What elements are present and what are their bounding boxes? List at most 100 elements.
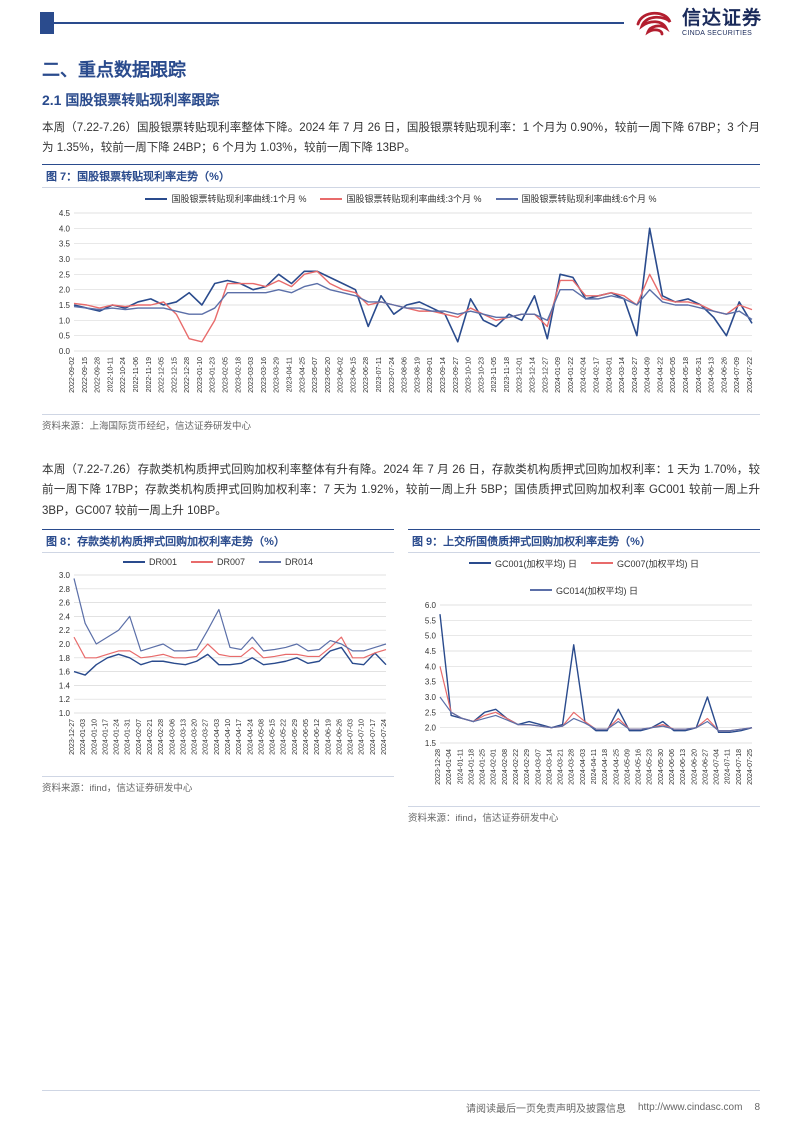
svg-text:2024-07-09: 2024-07-09 bbox=[734, 357, 741, 393]
svg-text:2024-03-27: 2024-03-27 bbox=[203, 719, 210, 755]
legend-swatch bbox=[320, 198, 342, 200]
svg-text:2023-12-27: 2023-12-27 bbox=[69, 719, 76, 755]
fig9-legend: GC001(加权平均) 日GC007(加权平均) 日GC014(加权平均) 日 bbox=[408, 557, 760, 597]
legend-label: DR014 bbox=[285, 557, 313, 567]
fig8-chart: DR001DR007DR014 1.01.21.41.61.82.02.22.4… bbox=[42, 553, 394, 776]
fig8-title: 图 8：存款类机构质押式回购加权利率走势（%） bbox=[42, 529, 394, 553]
fig7-svg: 0.00.51.01.52.02.53.03.54.04.52022-09-02… bbox=[42, 207, 758, 407]
svg-text:2024-05-05: 2024-05-05 bbox=[670, 357, 677, 393]
svg-text:2023-07-11: 2023-07-11 bbox=[376, 357, 383, 392]
svg-text:2024-04-25: 2024-04-25 bbox=[613, 749, 620, 785]
svg-text:2024-04-09: 2024-04-09 bbox=[645, 357, 652, 393]
svg-text:2024-07-17: 2024-07-17 bbox=[370, 719, 377, 755]
svg-text:2024-01-24: 2024-01-24 bbox=[114, 719, 121, 755]
svg-text:2024-01-18: 2024-01-18 bbox=[468, 749, 475, 785]
svg-text:2022-09-15: 2022-09-15 bbox=[82, 357, 89, 393]
svg-text:2024-06-20: 2024-06-20 bbox=[691, 749, 698, 785]
legend-swatch bbox=[591, 562, 613, 564]
svg-text:2.5: 2.5 bbox=[425, 708, 437, 717]
svg-text:2022-12-05: 2022-12-05 bbox=[159, 357, 166, 393]
svg-text:4.5: 4.5 bbox=[425, 647, 437, 656]
legend-label: GC001(加权平均) 日 bbox=[495, 557, 577, 570]
fig7-legend: 国股银票转贴现利率曲线:1个月 %国股银票转贴现利率曲线:3个月 %国股银票转贴… bbox=[42, 192, 760, 205]
svg-text:2024-02-17: 2024-02-17 bbox=[593, 357, 600, 393]
svg-text:2022-09-02: 2022-09-02 bbox=[69, 357, 76, 393]
svg-text:2023-03-29: 2023-03-29 bbox=[274, 357, 281, 393]
brand-logo: 信达证券 CINDA SECURITIES bbox=[632, 8, 762, 38]
svg-text:2023-01-10: 2023-01-10 bbox=[197, 357, 204, 393]
svg-text:2024-01-17: 2024-01-17 bbox=[102, 719, 109, 755]
svg-text:2023-12-14: 2023-12-14 bbox=[530, 357, 537, 393]
legend-swatch bbox=[145, 198, 167, 200]
svg-text:2024-02-22: 2024-02-22 bbox=[513, 749, 520, 785]
svg-text:2024-07-10: 2024-07-10 bbox=[359, 719, 366, 755]
logo-text-cn: 信达证券 bbox=[682, 9, 762, 30]
svg-text:2024-05-18: 2024-05-18 bbox=[683, 357, 690, 393]
svg-text:2024-07-11: 2024-07-11 bbox=[725, 749, 732, 784]
svg-text:2.0: 2.0 bbox=[425, 723, 437, 732]
svg-text:2024-02-28: 2024-02-28 bbox=[158, 719, 165, 755]
legend-label: 国股银票转贴现利率曲线:3个月 % bbox=[346, 192, 481, 205]
svg-text:2023-10-23: 2023-10-23 bbox=[478, 357, 485, 393]
svg-text:2022-10-11: 2022-10-11 bbox=[107, 357, 114, 392]
svg-text:2022-09-28: 2022-09-28 bbox=[95, 357, 102, 393]
svg-text:2023-09-27: 2023-09-27 bbox=[453, 357, 460, 393]
svg-text:2023-01-23: 2023-01-23 bbox=[210, 357, 217, 393]
legend-label: DR007 bbox=[217, 557, 245, 567]
paragraph-1: 本周（7.22-7.26）国股银票转贴现利率整体下降。2024 年 7 月 26… bbox=[42, 118, 760, 158]
svg-text:2024-04-03: 2024-04-03 bbox=[580, 749, 587, 785]
svg-text:2024-03-14: 2024-03-14 bbox=[546, 749, 553, 785]
svg-text:2024-04-22: 2024-04-22 bbox=[657, 357, 664, 393]
footer-url: http://www.cindasc.com bbox=[638, 1102, 742, 1113]
fig9-title: 图 9：上交所国债质押式回购加权利率走势（%） bbox=[408, 529, 760, 553]
legend-item: DR001 bbox=[123, 557, 177, 567]
svg-text:1.6: 1.6 bbox=[59, 667, 71, 676]
fig9-svg: 1.52.02.53.03.54.04.55.05.56.02023-12-28… bbox=[408, 599, 758, 799]
svg-text:2.5: 2.5 bbox=[59, 271, 71, 280]
legend-swatch bbox=[496, 198, 518, 200]
svg-text:2024-01-10: 2024-01-10 bbox=[91, 719, 98, 755]
svg-text:2.4: 2.4 bbox=[59, 612, 71, 621]
svg-text:2024-04-10: 2024-04-10 bbox=[225, 719, 232, 755]
svg-text:2024-03-27: 2024-03-27 bbox=[632, 357, 639, 393]
svg-text:2023-12-28: 2023-12-28 bbox=[435, 749, 442, 785]
svg-text:2023-02-18: 2023-02-18 bbox=[235, 357, 242, 393]
legend-item: DR014 bbox=[259, 557, 313, 567]
svg-text:2024-05-23: 2024-05-23 bbox=[647, 749, 654, 785]
svg-text:2024-02-08: 2024-02-08 bbox=[502, 749, 509, 785]
legend-swatch bbox=[469, 562, 491, 564]
header-accent-block bbox=[40, 12, 54, 34]
legend-label: 国股银票转贴现利率曲线:6个月 % bbox=[522, 192, 657, 205]
svg-text:2024-05-30: 2024-05-30 bbox=[658, 749, 665, 785]
svg-text:2024-01-03: 2024-01-03 bbox=[80, 719, 87, 755]
legend-swatch bbox=[123, 561, 145, 563]
svg-text:2024-07-25: 2024-07-25 bbox=[747, 749, 754, 785]
svg-text:2024-06-27: 2024-06-27 bbox=[702, 749, 709, 785]
page-footer: 请阅读最后一页免责声明及披露信息 http://www.cindasc.com … bbox=[42, 1100, 760, 1115]
legend-swatch bbox=[530, 589, 552, 591]
svg-text:2024-05-08: 2024-05-08 bbox=[258, 719, 265, 755]
svg-text:4.0: 4.0 bbox=[59, 225, 71, 234]
fig9-chart: GC001(加权平均) 日GC007(加权平均) 日GC014(加权平均) 日 … bbox=[408, 553, 760, 806]
svg-text:2024-04-24: 2024-04-24 bbox=[247, 719, 254, 755]
logo-swirl-icon bbox=[632, 8, 676, 38]
footer-page-number: 8 bbox=[754, 1102, 760, 1113]
svg-text:2024-03-28: 2024-03-28 bbox=[569, 749, 576, 785]
svg-text:2024-06-05: 2024-06-05 bbox=[303, 719, 310, 755]
svg-text:1.5: 1.5 bbox=[59, 301, 71, 310]
svg-text:3.0: 3.0 bbox=[59, 571, 71, 580]
svg-text:2023-11-05: 2023-11-05 bbox=[491, 357, 498, 392]
svg-text:3.5: 3.5 bbox=[425, 677, 437, 686]
svg-text:2023-12-01: 2023-12-01 bbox=[517, 357, 524, 393]
svg-text:1.5: 1.5 bbox=[425, 739, 437, 748]
svg-text:2024-01-09: 2024-01-09 bbox=[555, 357, 562, 393]
legend-item: 国股银票转贴现利率曲线:6个月 % bbox=[496, 192, 657, 205]
page-header: 信达证券 CINDA SECURITIES bbox=[0, 0, 802, 42]
svg-text:2024-04-17: 2024-04-17 bbox=[236, 719, 243, 755]
svg-text:2022-11-19: 2022-11-19 bbox=[146, 357, 153, 392]
svg-text:3.0: 3.0 bbox=[59, 255, 71, 264]
svg-text:2024-06-13: 2024-06-13 bbox=[680, 749, 687, 785]
legend-item: 国股银票转贴现利率曲线:3个月 % bbox=[320, 192, 481, 205]
svg-text:0.5: 0.5 bbox=[59, 332, 71, 341]
legend-label: DR001 bbox=[149, 557, 177, 567]
